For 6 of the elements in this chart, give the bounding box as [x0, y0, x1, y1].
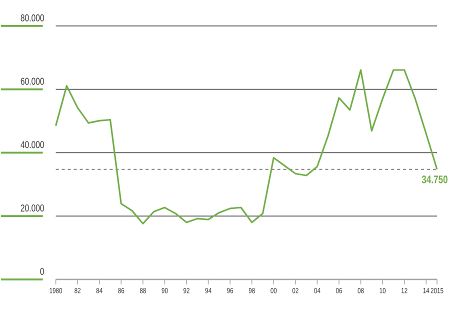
y-tick-label: 60.000 [20, 78, 44, 85]
y-tick-label: 80.000 [20, 14, 44, 22]
annotation: 34.750 [422, 175, 448, 184]
y-tick-label: 40.000 [20, 140, 44, 148]
y-tick-label: 20.000 [20, 204, 44, 212]
y-tick-label: 0 [40, 268, 44, 275]
